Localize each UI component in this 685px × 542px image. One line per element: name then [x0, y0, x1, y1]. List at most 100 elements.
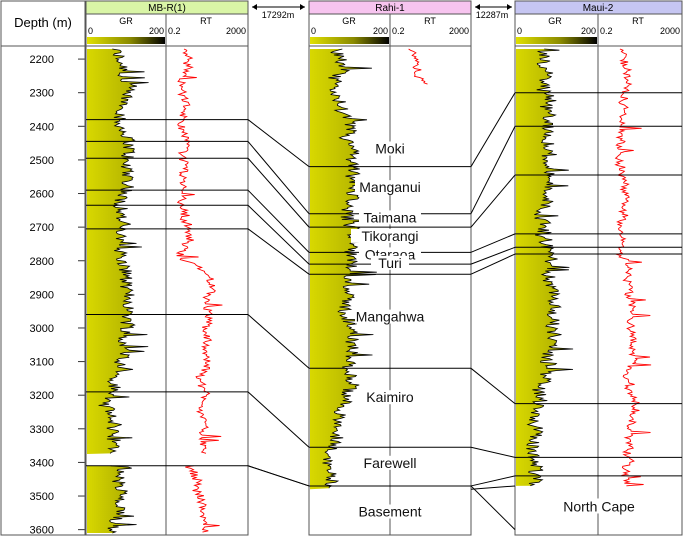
gr-label-rahi1: GR — [342, 16, 356, 26]
gr-max-maui2: 200 — [581, 26, 596, 36]
spacing-arrow-2 — [475, 4, 512, 10]
depth-tick-label: 2600 — [30, 189, 54, 201]
gr-curve-1-0 — [322, 48, 379, 489]
correlation-line-kaimiro-a — [247, 391, 310, 448]
formation-label-moki: Moki — [375, 141, 405, 157]
correlation-line-base-c — [470, 485, 516, 490]
rt-label-mbr1: RT — [200, 16, 212, 26]
gr-min-maui2: 0 — [517, 26, 522, 36]
gr-scale-bar-mbr1 — [87, 37, 165, 44]
spacing-label-1: 17292m — [262, 10, 295, 20]
gr-label-maui2: GR — [548, 16, 562, 26]
depth-tick-label: 3000 — [30, 323, 54, 335]
correlation-line-otaraoa-a — [247, 204, 310, 265]
depth-tick-label: 2300 — [30, 88, 54, 100]
well-name-mbr1: MB-R(1) — [148, 3, 186, 14]
correlation-line-turi-b — [470, 253, 516, 275]
formation-label-bg — [359, 390, 421, 405]
gr-label-mbr1: GR — [119, 16, 133, 26]
rt-curve-0-1 — [185, 465, 220, 533]
rt-min-mbr1: 0.2 — [168, 26, 181, 36]
correlation-line-tikorangi-b — [470, 233, 516, 253]
correlation-line-mangahwa-b — [470, 367, 516, 404]
spacing-label-2: 12287m — [476, 10, 509, 20]
depth-header-box — [0, 0, 86, 47]
gr-fill-2-0 — [516, 49, 574, 486]
depth-tick-label: 2400 — [30, 121, 54, 133]
correlation-line-manganui-b — [470, 126, 516, 214]
gr-curve-0-1 — [107, 465, 137, 534]
correlation-line-otaraoa-b — [470, 246, 516, 265]
formation-label-bg — [351, 228, 429, 243]
rt-max-maui2: 2000 — [660, 26, 680, 36]
correlation-line-taimana-b — [470, 174, 516, 228]
formation-label-kaimiro: Kaimiro — [366, 389, 414, 405]
depth-tick-label: 2200 — [30, 54, 54, 66]
gr-curve-2-0 — [526, 48, 574, 487]
correlation-line-kaimiro-b — [470, 446, 516, 458]
formation-label-bg — [355, 180, 425, 195]
depth-tick-label: 2700 — [30, 222, 54, 234]
depth-tick-label: 3100 — [30, 357, 54, 369]
gr-scale-bar-rahi1 — [310, 37, 389, 44]
rt-label-maui2: RT — [632, 16, 644, 26]
depth-ticks: 2200 2300 2400 2500 2600 2700 2800 2900 3000 3100… — [30, 54, 85, 537]
formation-label-basement: Basement — [358, 504, 421, 520]
correlation-line-farewell-b — [470, 475, 516, 487]
formation-label-north-cape: North Cape — [563, 498, 635, 514]
depth-axis-title: Depth (m) — [14, 15, 72, 30]
well-maui2: Maui-2 GR RT 0 200 0.2 2000 — [514, 0, 683, 47]
depth-tick-label: 3200 — [30, 390, 54, 402]
rt-min-rahi1: 0.2 — [392, 26, 405, 36]
formation-label-tikorangi: Tikorangi — [361, 228, 418, 244]
formation-label-bg — [371, 255, 409, 270]
correlation-line-taimana-a — [247, 157, 310, 228]
rt-max-mbr1: 2000 — [226, 26, 246, 36]
rt-max-rahi1: 2000 — [449, 26, 469, 36]
rt-min-maui2: 0.2 — [600, 26, 613, 36]
correlation-line-tikorangi-a — [247, 189, 310, 253]
rt-curve-0-0 — [175, 48, 223, 454]
depth-tick-label: 2500 — [30, 155, 54, 167]
correlation-line-mangahwa-a — [247, 314, 310, 369]
well-mbr1: MB-R(1) GR RT 0 200 0.2 2000 — [85, 0, 249, 47]
formation-label-bg — [359, 210, 421, 225]
well-name-rahi1: Rahi-1 — [375, 3, 405, 14]
formation-label-turi: Turi — [378, 255, 402, 271]
formation-label-farewell: Farewell — [364, 455, 417, 471]
gr-curve-0-0 — [98, 48, 149, 454]
gr-fill-0-1 — [87, 465, 137, 533]
formation-label-mangahwa: Mangahwa — [356, 309, 425, 325]
formation-label-taimana: Taimana — [364, 209, 417, 225]
formation-labels: MokiManganuiTaimanaTikorangiOtaraoaTuriM… — [351, 141, 639, 520]
rt-label-rahi1: RT — [424, 16, 436, 26]
gr-fill-1-0 — [310, 49, 379, 490]
correlation-line-base-a — [247, 465, 310, 487]
rt-curve-2-0 — [614, 48, 652, 487]
correlation-line-turi-a — [247, 228, 310, 275]
depth-tick-label: 3500 — [30, 491, 54, 503]
log-curves — [87, 48, 652, 534]
gr-max-rahi1: 200 — [373, 26, 388, 36]
gr-min-rahi1: 0 — [311, 26, 316, 36]
body-frame-mbr1 — [85, 45, 249, 536]
formation-label-bg — [355, 504, 425, 519]
formation-label-bg — [559, 498, 639, 514]
correlation-line-base-b — [470, 485, 516, 530]
depth-tick-label: 3300 — [30, 424, 54, 436]
depth-tick-label: 2800 — [30, 256, 54, 268]
formation-label-bg — [355, 455, 425, 470]
formation-label-manganui: Manganui — [359, 179, 421, 195]
formation-tops — [86, 92, 682, 530]
depth-tick-label: 2900 — [30, 289, 54, 301]
correlation-line-manganui-a — [247, 141, 310, 215]
depth-track-frame — [0, 45, 86, 536]
spacing-arrow-1 — [252, 4, 305, 10]
formation-label-bg — [355, 309, 425, 324]
well-name-maui2: Maui-2 — [583, 3, 614, 14]
gr-scale-bar-maui2 — [516, 37, 597, 44]
gr-max-mbr1: 200 — [149, 26, 164, 36]
depth-tick-label: 3400 — [30, 457, 54, 469]
